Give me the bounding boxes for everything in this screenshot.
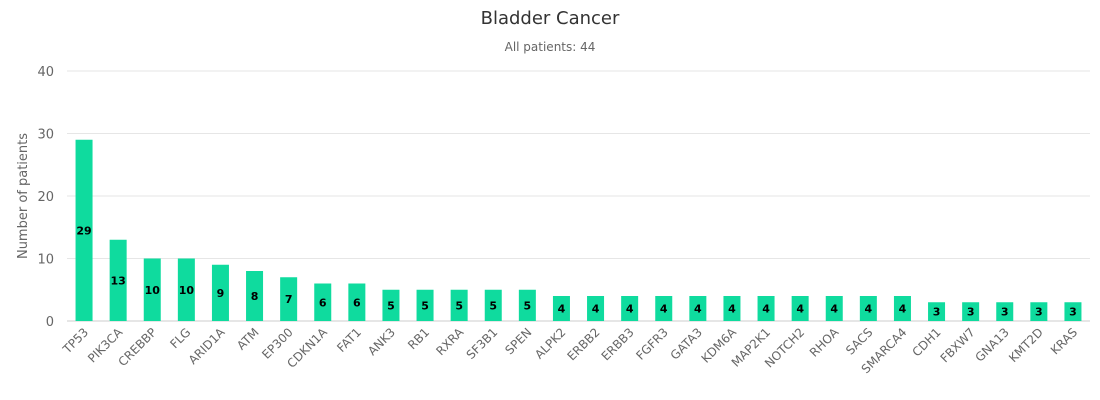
x-tick-label: KRAS <box>1048 325 1080 357</box>
bar[interactable] <box>655 296 673 321</box>
data-label: 8 <box>251 290 259 303</box>
data-label: 4 <box>626 303 634 316</box>
bar[interactable] <box>177 258 195 322</box>
bar[interactable] <box>382 289 400 321</box>
bar[interactable] <box>211 264 229 321</box>
bar[interactable] <box>484 289 502 321</box>
x-tick-label: FGFR3 <box>633 325 671 363</box>
x-tick-label: ERBB2 <box>564 325 602 363</box>
data-label: 4 <box>660 303 668 316</box>
bar[interactable] <box>928 302 946 321</box>
bar[interactable] <box>689 296 707 321</box>
bar[interactable] <box>518 289 536 321</box>
bar[interactable] <box>314 283 332 322</box>
data-labels: 29 13 10 10 9 8 7 6 6 5 5 5 5 5 4 4 4 4 4 4 4 4 4 4 4 3 3 3 3 3 <box>76 224 1076 318</box>
bar[interactable] <box>1064 302 1082 321</box>
data-label: 3 <box>1001 306 1009 319</box>
data-label: 4 <box>796 303 804 316</box>
bar[interactable] <box>962 302 980 321</box>
bar[interactable] <box>246 271 264 321</box>
bar[interactable] <box>587 296 605 321</box>
data-label: 9 <box>217 287 225 300</box>
x-tick-label: CREBBP <box>116 325 160 369</box>
data-label: 29 <box>76 224 91 237</box>
bar[interactable] <box>109 239 127 321</box>
x-tick-label: TP53 <box>59 325 91 357</box>
bar[interactable] <box>450 289 468 321</box>
bar[interactable] <box>280 277 298 321</box>
data-label: 5 <box>455 299 463 312</box>
data-label: 4 <box>592 303 600 316</box>
data-label: 3 <box>1035 306 1043 319</box>
bar[interactable] <box>75 139 93 321</box>
data-label: 4 <box>865 303 873 316</box>
bars <box>75 139 1082 322</box>
bar[interactable] <box>757 296 775 321</box>
bar[interactable] <box>791 296 809 321</box>
x-tick-label: SF3B1 <box>464 325 501 362</box>
chart-title: Bladder Cancer <box>481 8 620 29</box>
y-axis-label: Number of patients <box>16 133 31 259</box>
data-label: 5 <box>387 299 395 312</box>
x-tick-label: ALPK2 <box>532 325 569 362</box>
x-tick-label: ATM <box>234 325 262 353</box>
x-tick-label: ANK3 <box>365 325 398 358</box>
x-tick-label: FLG <box>167 325 193 351</box>
data-label: 6 <box>319 296 327 309</box>
bar[interactable] <box>723 296 741 321</box>
bar[interactable] <box>893 296 911 321</box>
y-tick-label: 40 <box>37 65 54 80</box>
y-tick-label: 30 <box>37 128 54 143</box>
data-label: 3 <box>1069 306 1077 319</box>
bar[interactable] <box>996 302 1014 321</box>
data-label: 4 <box>558 303 566 316</box>
y-tick-label: 20 <box>37 190 54 205</box>
x-tick-label: SACS <box>843 325 875 357</box>
data-label: 3 <box>933 306 941 319</box>
x-tick-label: GNA13 <box>972 325 1011 364</box>
data-label: 5 <box>489 299 497 312</box>
gridlines <box>67 70 1090 322</box>
data-label: 6 <box>353 296 361 309</box>
bar[interactable] <box>552 296 570 321</box>
data-label: 4 <box>694 303 702 316</box>
x-tick-label: RB1 <box>405 325 432 352</box>
data-label: 7 <box>285 293 293 306</box>
x-tick-label: RHOA <box>807 325 842 360</box>
data-label: 4 <box>728 303 736 316</box>
bar[interactable] <box>143 258 161 322</box>
x-tick-label: SPEN <box>502 325 534 357</box>
x-tick-label: RXRA <box>433 325 467 359</box>
bar[interactable] <box>859 296 877 321</box>
data-label: 5 <box>524 299 532 312</box>
x-tick-label: ARID1A <box>186 325 228 367</box>
bar[interactable] <box>1030 302 1048 321</box>
bar[interactable] <box>825 296 843 321</box>
bar[interactable] <box>416 289 434 321</box>
data-label: 10 <box>145 284 161 297</box>
y-tick-label: 0 <box>46 315 54 330</box>
x-tick-label: KMT2D <box>1006 325 1046 365</box>
y-axis-ticks: 0 10 20 30 40 <box>37 65 54 330</box>
data-label: 5 <box>421 299 429 312</box>
data-label: 4 <box>762 303 770 316</box>
data-label: 13 <box>110 274 125 287</box>
bar[interactable] <box>348 283 366 322</box>
chart-subtitle: All patients: 44 <box>505 40 596 54</box>
data-label: 3 <box>967 306 975 319</box>
data-label: 4 <box>899 303 907 316</box>
data-label: 10 <box>179 284 195 297</box>
bar[interactable] <box>621 296 639 321</box>
x-tick-label: ERBB3 <box>599 325 637 363</box>
x-tick-label: FBXW7 <box>938 325 978 365</box>
data-label: 4 <box>830 303 838 316</box>
x-tick-label: FAT1 <box>334 325 364 355</box>
y-tick-label: 10 <box>37 253 54 268</box>
